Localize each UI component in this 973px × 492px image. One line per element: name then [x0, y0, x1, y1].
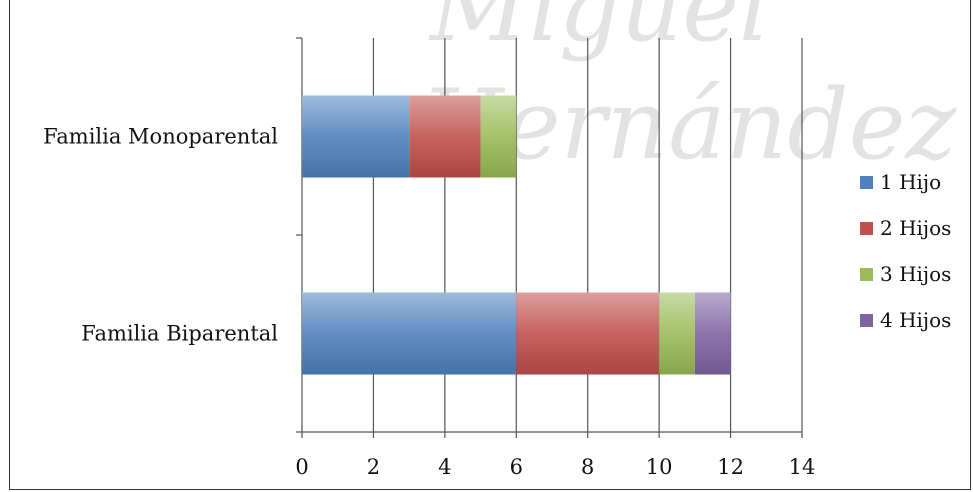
x-tick-label: 0	[295, 455, 308, 479]
x-tick-label: 4	[438, 455, 451, 479]
chart-frame	[9, 0, 971, 490]
x-tick-label: 8	[581, 455, 594, 479]
bar-4-hijos-familia-biparental	[694, 292, 731, 375]
legend-label: 3 Hijos	[880, 262, 951, 286]
legend-swatch	[860, 222, 873, 235]
legend-label: 2 Hijos	[880, 216, 951, 240]
x-axis-tick-labels: 0 2 4 6 8 10 12 14	[295, 455, 815, 479]
legend-label: 4 Hijos	[880, 308, 951, 332]
bars	[302, 95, 731, 375]
legend-swatch	[860, 268, 873, 281]
bar-3-hijos-familia-monoparental	[480, 95, 517, 178]
x-tick-label: 14	[789, 455, 816, 479]
x-tick-label: 6	[510, 455, 523, 479]
bar-2-hijos-familia-biparental	[516, 292, 660, 375]
bar-3-hijos-familia-biparental	[659, 292, 695, 375]
legend-swatch	[860, 176, 873, 189]
bar-1-hijo-familia-biparental	[302, 292, 517, 375]
legend-swatch	[860, 314, 873, 327]
bar-2-hijos-familia-monoparental	[409, 95, 481, 178]
x-tick-label: 2	[367, 455, 380, 479]
bar-1-hijo-familia-monoparental	[302, 95, 410, 178]
x-tick-label: 12	[717, 455, 744, 479]
x-tick-label: 10	[646, 455, 673, 479]
legend: 1 Hijo 2 Hijos 3 Hijos 4 Hijos	[860, 170, 951, 332]
legend-label: 1 Hijo	[880, 170, 941, 194]
category-label: Familia Monoparental	[43, 125, 278, 149]
category-label: Familia Biparental	[81, 322, 278, 346]
y-axis-category-labels: Familia Biparental Familia Monoparental	[43, 125, 278, 346]
